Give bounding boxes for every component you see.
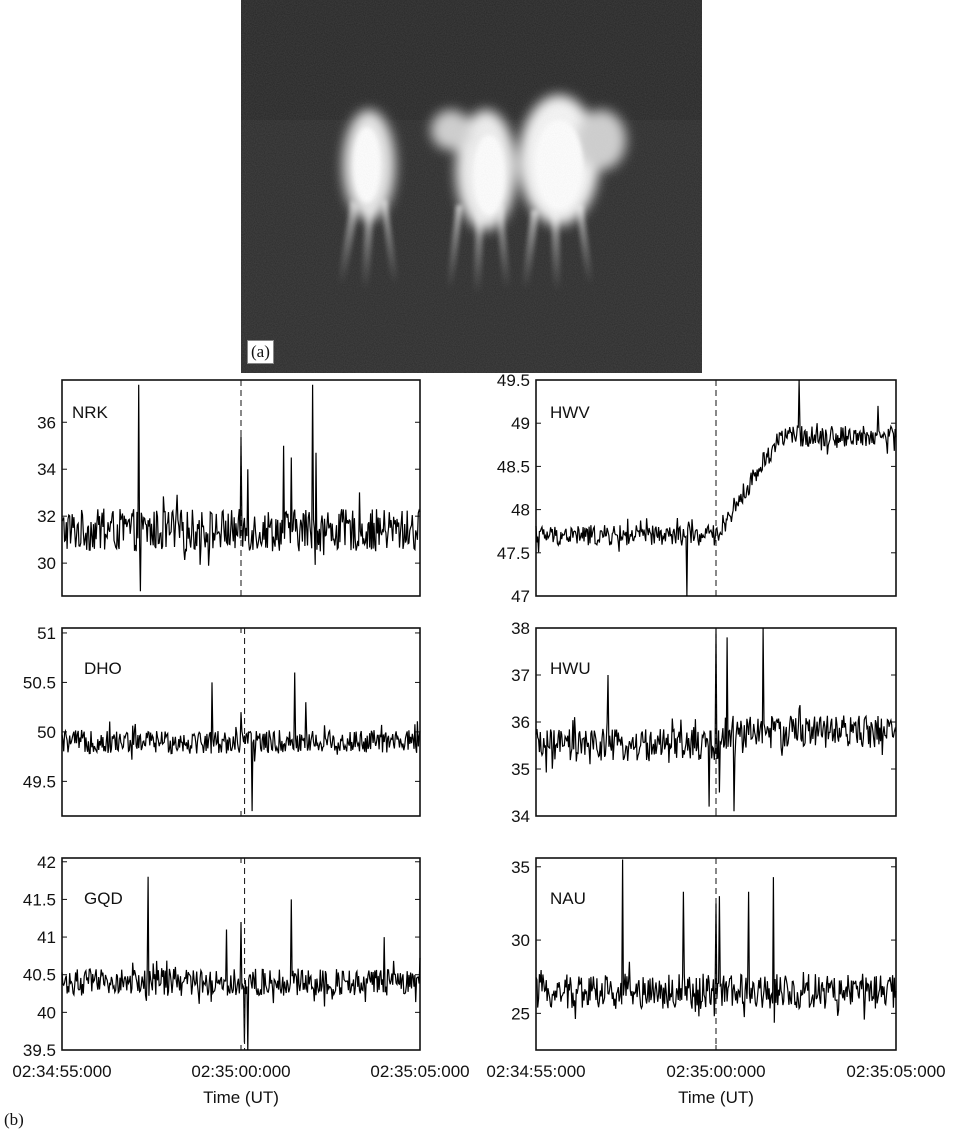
station-label: HWV [550, 403, 590, 422]
y-tick-label: 49.5 [497, 371, 530, 390]
station-label: GQD [84, 889, 123, 908]
x-tick-label: 02:35:00:000 [191, 1062, 290, 1081]
y-tick-label: 50 [37, 723, 56, 742]
y-tick-label: 42 [37, 853, 56, 872]
y-tick-label: 39.5 [23, 1041, 56, 1060]
x-tick-label: 02:35:05:000 [370, 1062, 469, 1081]
chart-panel-gqd: 39.5 40 40.5 41 41.5 42 GQD 02:34:55:000 02:35:0… [12, 853, 469, 1107]
sprite-image [241, 0, 702, 373]
y-tick-label: 50.5 [23, 673, 56, 692]
chart-panel-nau: 25 30 35 NAU 02:34:55:000 02:35:00:000 02:35:0… [486, 857, 946, 1107]
y-tick-label: 36 [511, 713, 530, 732]
chart-panel-nrk: 30 32 34 36 NRK [37, 379, 421, 597]
y-tick-label: 41 [37, 928, 56, 947]
panel-b-label: (b) [4, 1110, 24, 1129]
signal-trace-nrk [61, 384, 421, 592]
x-axis-title: Time (UT) [203, 1088, 279, 1107]
station-label: DHO [84, 659, 122, 678]
y-tick-label: 34 [511, 807, 530, 826]
chart-panel-dho: 49.5 50 50.5 51 DHO [23, 624, 421, 817]
x-tick-label: 02:35:00:000 [666, 1062, 765, 1081]
sprite-photograph [241, 0, 702, 373]
y-tick-label: 30 [37, 554, 56, 573]
x-tick-label: 02:35:05:000 [846, 1062, 945, 1081]
y-tick-label: 37 [511, 666, 530, 685]
y-tick-label: 40.5 [23, 966, 56, 985]
chart-panel-hwv: 47 47.5 48 48.5 49 49.5 HWV [497, 371, 897, 606]
y-tick-label: 48.5 [497, 457, 530, 476]
y-tick-label: 40 [37, 1003, 56, 1022]
y-tick-label: 35 [511, 760, 530, 779]
signal-trace-hwv [535, 379, 897, 597]
x-tick-label: 02:34:55:000 [12, 1062, 111, 1081]
x-tick-label: 02:34:55:000 [486, 1062, 585, 1081]
chart-panel-hwu: 34 35 36 37 38 HWU [511, 619, 897, 826]
y-tick-label: 47.5 [497, 544, 530, 563]
y-tick-label: 38 [511, 619, 530, 638]
y-tick-label: 51 [37, 624, 56, 643]
y-tick-label: 32 [37, 507, 56, 526]
x-axis-title: Time (UT) [678, 1088, 754, 1107]
y-tick-label: 49 [511, 414, 530, 433]
station-label: NAU [550, 889, 586, 908]
station-label: HWU [550, 659, 591, 678]
y-tick-label: 48 [511, 501, 530, 520]
y-tick-label: 30 [511, 931, 530, 950]
y-tick-label: 41.5 [23, 890, 56, 909]
y-tick-label: 36 [37, 413, 56, 432]
y-tick-label: 35 [511, 858, 530, 877]
signal-trace-gqd [61, 876, 421, 1051]
y-tick-label: 25 [511, 1004, 530, 1023]
y-tick-label: 34 [37, 460, 56, 479]
signal-trace-dho [61, 672, 421, 812]
station-label: NRK [72, 403, 109, 422]
y-tick-label: 49.5 [23, 772, 56, 791]
y-tick-label: 47 [511, 587, 530, 606]
panel-a-label: (a) [247, 340, 274, 364]
